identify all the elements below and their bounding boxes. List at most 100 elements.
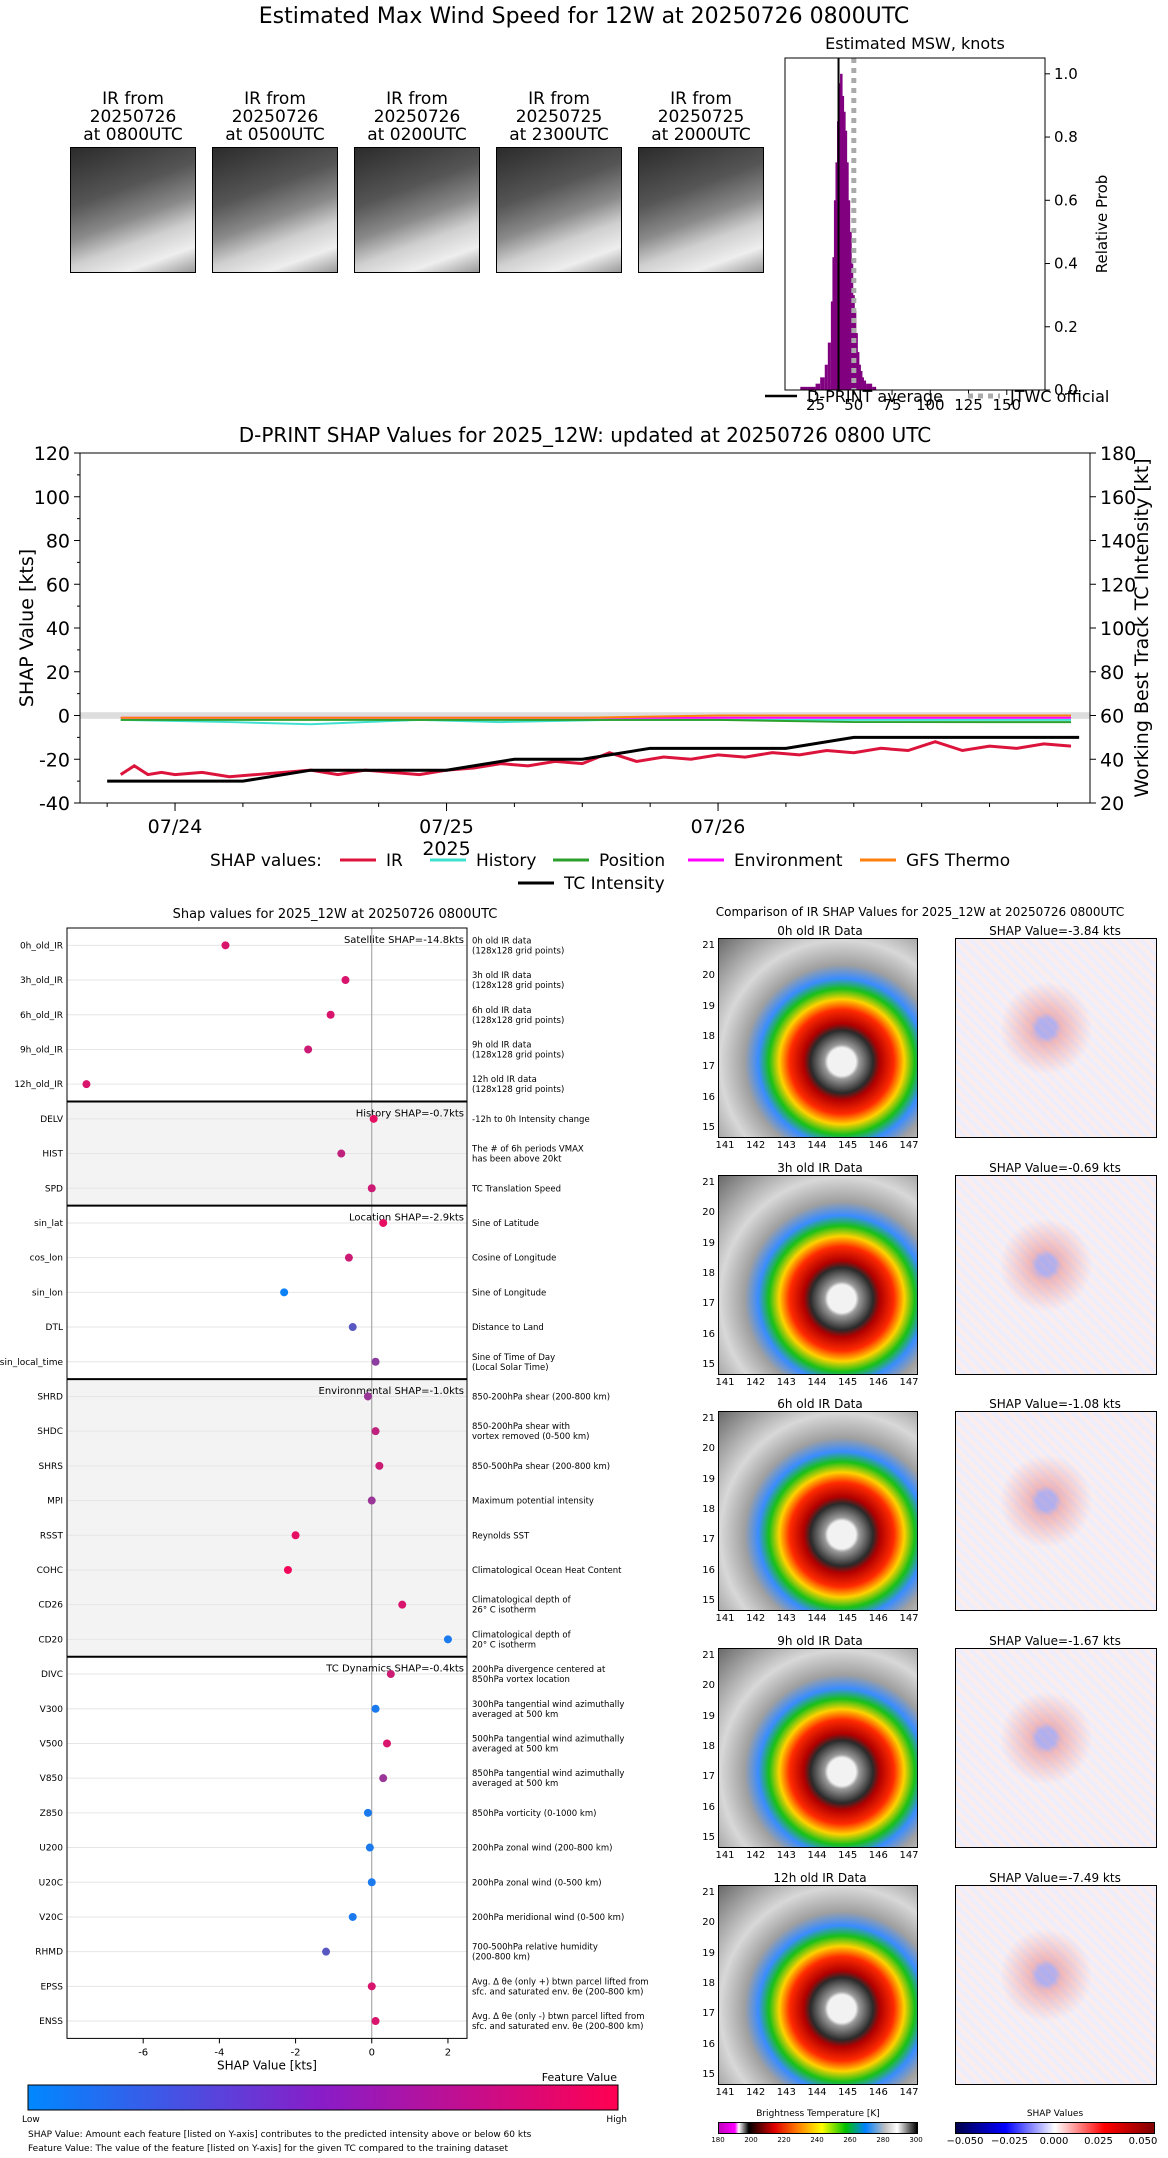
feature-name: SHDC — [37, 1427, 63, 1437]
shap-point — [383, 1739, 391, 1748]
lat-tick: 19 — [702, 1473, 715, 1485]
feature-name: EPSS — [40, 1982, 63, 1992]
footnote-shap: SHAP Value: Amount each feature [listed … — [28, 2130, 532, 2140]
hist-ytick: 0.2 — [1054, 318, 1078, 336]
ytick-left: 80 — [46, 531, 70, 553]
shap-cb-tick: −0.050 — [946, 2136, 984, 2147]
ir-thumbnail-image — [70, 147, 196, 273]
shap-point — [371, 2017, 380, 2026]
shap-point — [363, 1808, 372, 1817]
hist-bar — [800, 386, 808, 390]
hist-bar — [827, 342, 831, 390]
bt-tick: 220 — [777, 2136, 791, 2144]
hist-xtick: 150 — [992, 396, 1021, 414]
feature-desc: Sine of Time of Day — [472, 1353, 555, 1363]
lon-tick: 145 — [838, 1377, 858, 1388]
ytick-left: 60 — [46, 574, 70, 596]
feature-desc: (128x128 grid points) — [472, 1050, 564, 1060]
hist-bar — [830, 301, 834, 390]
shap-point — [348, 1912, 357, 1921]
lat-tick: 15 — [702, 1832, 715, 1843]
hist-bar — [824, 364, 828, 390]
lat-tick: 18 — [702, 1031, 715, 1042]
hist-bar — [859, 371, 863, 390]
hist-bar — [847, 200, 851, 390]
lon-tick: 145 — [838, 1140, 858, 1151]
feature-value-colorbar — [27, 2084, 619, 2111]
thumbnail-caption-line1: IR from — [244, 89, 306, 109]
feature-desc: Climatological Ocean Heat Content — [472, 1566, 622, 1576]
feature-desc: 850-200hPa shear with — [472, 1422, 570, 1432]
thumbnail-caption-line3: at 0800UTC — [83, 125, 183, 145]
series-line-ir — [119, 740, 1072, 779]
feature-desc: Avg. Δ θe (only +) btwn parcel lifted fr… — [472, 1977, 649, 1987]
lat-tick: 17 — [702, 1534, 715, 1546]
feature-name: 3h_old_IR — [20, 976, 63, 986]
ytick-left: 20 — [46, 662, 70, 684]
feature-desc: TC Translation Speed — [471, 1184, 561, 1194]
shap-point — [379, 1218, 388, 1227]
hist-bar — [849, 231, 852, 390]
hist-bar — [843, 111, 846, 390]
feature-desc: vortex removed (0-500 km) — [472, 1432, 589, 1442]
thumbnail-caption-line3: at 0500UTC — [225, 125, 325, 145]
shap-point — [322, 1947, 331, 1956]
lat-tick: 18 — [702, 1978, 715, 1989]
hist-bar — [833, 200, 837, 390]
series-line-gfs-thermo — [120, 714, 1071, 719]
bt-tick: 300 — [909, 2136, 923, 2144]
lat-tick: 17 — [702, 1771, 715, 1783]
legend-entry: History — [476, 851, 536, 871]
ir-image — [718, 1885, 918, 2085]
lat-tick: 15 — [702, 1122, 715, 1133]
legend-jtwc-official: JTWC official — [1009, 387, 1109, 406]
ytick-right: 180 — [1100, 443, 1136, 465]
thumbnail-caption-line1: IR from — [386, 89, 448, 109]
ytick-right: 80 — [1100, 662, 1124, 684]
shap-point — [369, 1114, 378, 1123]
hist-xtick: 25 — [806, 396, 825, 414]
thumbnail-caption-line2: 20250726 — [89, 107, 177, 127]
ytick-left: 120 — [34, 443, 70, 465]
shap-xtick: 0 — [369, 2047, 375, 2058]
feature-name: ENSS — [39, 2017, 63, 2027]
feature-desc: averaged at 500 km — [472, 1744, 558, 1754]
feature-name: sin_lon — [32, 1288, 63, 1298]
ytick-right: 20 — [1100, 793, 1124, 815]
feature-desc: averaged at 500 km — [472, 1710, 558, 1720]
lon-tick: 141 — [715, 1377, 735, 1388]
shap-point — [337, 1149, 346, 1158]
ir-image-title: 3h old IR Data — [777, 1161, 863, 1175]
msw-histogram: Estimated MSW, knots 25 50 75 100 125 150 0.0 0.… — [765, 34, 1111, 414]
shap-point — [379, 1774, 388, 1783]
timeseries-ylabel-right: Working Best Track TC Intensity [kt] — [1131, 458, 1153, 797]
lat-tick: 17 — [702, 1061, 715, 1073]
xtick: 07/25 — [419, 816, 474, 838]
thumbnail-caption-line3: at 0200UTC — [367, 125, 467, 145]
hist-ytick: 0.4 — [1054, 255, 1078, 273]
feature-name: CD26 — [38, 1601, 63, 1611]
series-line-history — [120, 718, 1071, 726]
lat-tick: 16 — [702, 2038, 715, 2050]
shap-point — [371, 1427, 380, 1436]
shap-xlabel: SHAP Value [kts] — [217, 2058, 317, 2072]
hist-bar — [841, 95, 845, 390]
ytick-left: -20 — [39, 749, 70, 771]
hist-frame — [784, 57, 1046, 391]
bt-tick: 240 — [810, 2136, 824, 2144]
feature-desc: (128x128 grid points) — [472, 1085, 564, 1095]
shap-image — [955, 1648, 1157, 1848]
feature-name: COHC — [37, 1566, 63, 1576]
feature-desc: 200hPa zonal wind (200-800 km) — [472, 1844, 612, 1854]
shap-point — [363, 1392, 372, 1401]
hist-bar — [840, 73, 843, 391]
hist-bar — [835, 162, 838, 390]
shap-point — [283, 1565, 292, 1574]
feature-desc: 200hPa divergence centered at — [472, 1665, 606, 1675]
lon-tick: 144 — [807, 2087, 827, 2098]
lat-tick: 16 — [702, 1564, 715, 1576]
lon-tick: 143 — [776, 1613, 796, 1624]
shap-image-title: SHAP Value=-1.08 kts — [989, 1397, 1121, 1411]
shap-timeseries-chart: D-PRINT SHAP Values for 2025_12W: update… — [16, 423, 1153, 894]
feature-name: SPD — [45, 1184, 63, 1194]
